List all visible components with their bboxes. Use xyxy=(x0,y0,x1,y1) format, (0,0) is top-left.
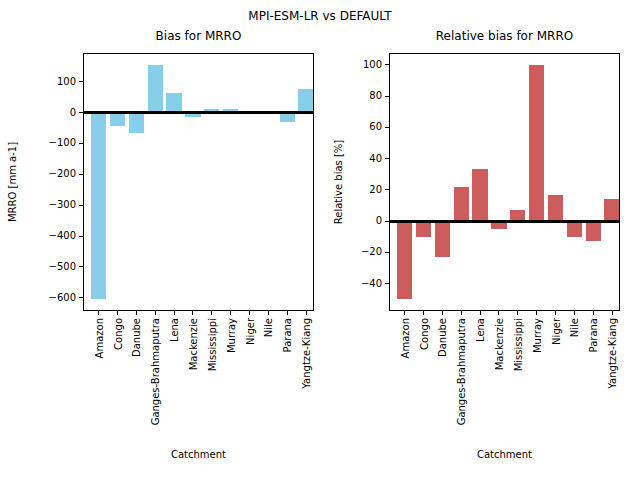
y-tick-label: 0 xyxy=(32,108,76,118)
y-tick-label: 100 xyxy=(32,77,76,87)
x-tick-mark xyxy=(536,311,537,315)
x-tick-label-murray: Murray xyxy=(531,318,542,353)
x-tick-mark xyxy=(555,311,556,315)
x-tick-mark xyxy=(155,311,156,315)
y-tick-label: 0 xyxy=(338,216,382,226)
x-tick-mark xyxy=(306,311,307,315)
y-tick-label: −20 xyxy=(338,247,382,257)
x-tick-label-lena: Lena xyxy=(169,318,180,342)
y-axis-label: Relative bias [%] xyxy=(333,140,344,224)
x-tick-label-mackenzie: Mackenzie xyxy=(187,318,198,370)
x-tick-label-lena: Lena xyxy=(475,318,486,342)
x-tick-label-ganges-brahmaputra: Ganges-Brahmaputra xyxy=(150,318,161,425)
x-tick-label-danube: Danube xyxy=(437,318,448,357)
x-tick-mark xyxy=(287,311,288,315)
y-tick-label: −400 xyxy=(32,231,76,241)
y-tick-label: 100 xyxy=(338,60,382,70)
x-tick-label-congo: Congo xyxy=(112,318,123,350)
x-tick-mark xyxy=(98,311,99,315)
x-tick-mark xyxy=(117,311,118,315)
x-tick-label-amazon: Amazon xyxy=(93,318,104,358)
x-tick-label-nile: Nile xyxy=(263,318,274,337)
y-tick-label: −200 xyxy=(32,169,76,179)
axes-right xyxy=(389,53,620,311)
y-tick-label: −100 xyxy=(32,138,76,148)
axes-left xyxy=(83,53,314,311)
x-tick-label-yangtze-kiang: Yangtze-Kiang xyxy=(607,318,618,389)
x-tick-mark xyxy=(404,311,405,315)
y-tick-label: −600 xyxy=(32,293,76,303)
x-tick-label-nile: Nile xyxy=(569,318,580,337)
x-tick-mark xyxy=(612,311,613,315)
x-tick-label-congo: Congo xyxy=(418,318,429,350)
x-tick-mark xyxy=(498,311,499,315)
y-tick-label: −500 xyxy=(32,262,76,272)
x-tick-mark xyxy=(517,311,518,315)
x-tick-mark xyxy=(230,311,231,315)
x-tick-mark xyxy=(268,311,269,315)
y-tick-label: 80 xyxy=(338,91,382,101)
x-tick-mark xyxy=(211,311,212,315)
x-tick-mark xyxy=(136,311,137,315)
figure: MPI-ESM-LR vs DEFAULT Bias for MRRO MRRO … xyxy=(0,0,640,480)
x-tick-mark xyxy=(442,311,443,315)
x-tick-label-ganges-brahmaputra: Ganges-Brahmaputra xyxy=(456,318,467,425)
figure-suptitle: MPI-ESM-LR vs DEFAULT xyxy=(0,9,640,24)
x-tick-label-mississippi: Mississippi xyxy=(206,318,217,371)
y-tick-label: −40 xyxy=(338,279,382,289)
y-tick-label: −300 xyxy=(32,200,76,210)
y-axis-label: MRRO [mm a-1] xyxy=(7,142,18,222)
x-tick-mark xyxy=(461,311,462,315)
x-tick-mark xyxy=(174,311,175,315)
x-axis-label: Catchment xyxy=(477,449,532,461)
x-tick-label-amazon: Amazon xyxy=(399,318,410,358)
x-tick-label-mississippi: Mississippi xyxy=(512,318,523,371)
x-tick-label-murray: Murray xyxy=(225,318,236,353)
y-tick-label: 20 xyxy=(338,185,382,195)
x-tick-label-parana: Parana xyxy=(588,318,599,352)
x-tick-label-yangtze-kiang: Yangtze-Kiang xyxy=(301,318,312,389)
axes-title: Relative bias for MRRO xyxy=(436,29,573,44)
x-tick-label-parana: Parana xyxy=(282,318,293,352)
x-tick-mark xyxy=(480,311,481,315)
x-tick-mark xyxy=(192,311,193,315)
x-tick-mark xyxy=(249,311,250,315)
x-axis-label: Catchment xyxy=(171,449,226,461)
x-tick-mark xyxy=(593,311,594,315)
y-tick-label: 60 xyxy=(338,122,382,132)
x-tick-label-niger: Niger xyxy=(550,318,561,345)
x-tick-label-mackenzie: Mackenzie xyxy=(493,318,504,370)
x-tick-mark xyxy=(423,311,424,315)
x-tick-label-niger: Niger xyxy=(244,318,255,345)
axes-title: Bias for MRRO xyxy=(156,29,242,44)
x-tick-label-danube: Danube xyxy=(131,318,142,357)
x-tick-mark xyxy=(574,311,575,315)
y-tick-label: 40 xyxy=(338,154,382,164)
